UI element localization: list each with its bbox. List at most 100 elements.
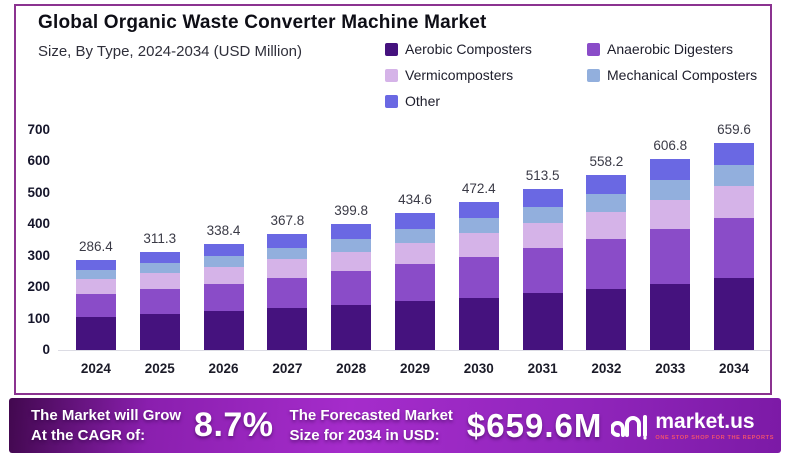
x-axis-label: 2031 bbox=[527, 361, 558, 376]
bar-stack bbox=[650, 159, 691, 350]
legend-label: Other bbox=[405, 93, 441, 109]
bar-segment bbox=[650, 159, 691, 181]
bar-segment bbox=[267, 234, 308, 248]
legend-swatch-icon bbox=[385, 42, 398, 56]
bar-slot: 558.2 bbox=[575, 130, 639, 350]
brand-name: market.us bbox=[655, 409, 755, 433]
market-us-logo-icon bbox=[611, 414, 648, 440]
bar-segment bbox=[650, 180, 691, 200]
x-axis-label: 2025 bbox=[144, 361, 175, 376]
x-axis-label: 2032 bbox=[591, 361, 622, 376]
legend-item: Anaerobic Digesters bbox=[587, 41, 757, 57]
bar-segment bbox=[714, 165, 755, 187]
bar-segment bbox=[586, 288, 627, 350]
bar-segment bbox=[650, 229, 691, 284]
bar-segment bbox=[139, 263, 180, 274]
bar-segment bbox=[458, 256, 499, 298]
bar-segment bbox=[714, 186, 755, 218]
bar-segment bbox=[267, 277, 308, 309]
bar-slot: 472.4 bbox=[447, 130, 511, 350]
footer-banner: The Market will Grow At the CAGR of: 8.7… bbox=[9, 398, 781, 453]
bar-segment bbox=[331, 238, 372, 252]
bar-stack bbox=[75, 260, 116, 350]
legend-swatch-icon bbox=[385, 68, 398, 82]
bar-segment bbox=[394, 213, 435, 229]
y-tick-label: 100 bbox=[27, 310, 50, 326]
bar-segment bbox=[203, 255, 244, 267]
x-axis-label: 2033 bbox=[655, 361, 686, 376]
bar-slot: 606.8 bbox=[638, 130, 702, 350]
bar-segment bbox=[331, 271, 372, 305]
bar-segment bbox=[586, 211, 627, 240]
bar-segment bbox=[586, 193, 627, 212]
legend-label: Vermicomposters bbox=[405, 67, 514, 83]
bar-total-label: 659.6 bbox=[717, 121, 751, 137]
bar-stack bbox=[458, 201, 499, 350]
bar-stack bbox=[267, 234, 308, 350]
bar-stack bbox=[714, 142, 755, 350]
brand-tagline: ONE STOP SHOP FOR THE REPORTS bbox=[655, 434, 775, 441]
bar-segment bbox=[650, 283, 691, 350]
legend-label: Aerobic Composters bbox=[405, 41, 532, 57]
bar-stack bbox=[586, 174, 627, 350]
bar-total-label: 311.3 bbox=[143, 231, 177, 247]
legend-swatch-icon bbox=[385, 94, 398, 108]
bar-segment bbox=[75, 260, 116, 271]
bar-segment bbox=[650, 199, 691, 230]
bar-segment bbox=[586, 239, 627, 289]
bar-segment bbox=[458, 201, 499, 219]
bar-segment bbox=[586, 174, 627, 194]
bar-segment bbox=[139, 273, 180, 289]
x-axis-label: 2030 bbox=[463, 361, 494, 376]
bar-segment bbox=[522, 223, 563, 249]
bar-slot: 399.8 bbox=[319, 130, 383, 350]
page-subtitle: Size, By Type, 2024-2034 (USD Million) bbox=[38, 43, 303, 60]
x-axis-label: 2024 bbox=[80, 361, 111, 376]
bar-segment bbox=[714, 142, 755, 166]
bar-total-label: 399.8 bbox=[334, 203, 369, 219]
bar-segment bbox=[267, 308, 308, 350]
bar-segment bbox=[331, 304, 372, 350]
bar-segment bbox=[203, 311, 244, 350]
y-tick-label: 600 bbox=[27, 153, 50, 169]
bar-segment bbox=[267, 247, 308, 260]
bar-segment bbox=[139, 289, 180, 314]
y-tick-label: 700 bbox=[27, 122, 50, 137]
cagr-value: 8.7% bbox=[194, 406, 274, 444]
bar-segment bbox=[394, 301, 435, 350]
bar-total-label: 513.5 bbox=[525, 167, 560, 183]
bar-segment bbox=[267, 259, 308, 278]
y-tick-label: 0 bbox=[42, 342, 50, 357]
bar-slot: 311.3 bbox=[128, 130, 192, 350]
x-axis-baseline bbox=[58, 350, 770, 351]
bar-slot: 367.8 bbox=[255, 130, 319, 350]
bar-stack bbox=[394, 213, 435, 350]
bar-total-label: 472.4 bbox=[461, 180, 496, 196]
bar-slot: 434.6 bbox=[383, 130, 447, 350]
bar-segment bbox=[522, 248, 563, 294]
bar-segment bbox=[458, 233, 499, 257]
bar-stack bbox=[139, 252, 180, 350]
bar-segment bbox=[394, 228, 435, 243]
bar-segment bbox=[331, 251, 372, 272]
bar-slot: 338.4 bbox=[192, 130, 256, 350]
brand-text: market.us ONE STOP SHOP FOR THE REPORTS bbox=[655, 411, 774, 441]
bar-total-label: 338.4 bbox=[206, 222, 241, 238]
legend-item: Vermicomposters bbox=[385, 67, 585, 83]
x-axis-label: 2026 bbox=[208, 361, 239, 376]
bar-segment bbox=[203, 283, 244, 312]
bar-segment bbox=[203, 266, 244, 284]
bar-segment bbox=[458, 218, 499, 234]
legend-label: Mechanical Composters bbox=[607, 67, 758, 83]
cagr-label: The Market will Grow At the CAGR of: bbox=[31, 407, 182, 444]
y-tick-label: 200 bbox=[27, 279, 50, 295]
legend-item: Other bbox=[385, 93, 585, 109]
bar-segment bbox=[75, 279, 116, 295]
bar-segment bbox=[331, 224, 372, 239]
bar-segment bbox=[522, 188, 563, 207]
bar-slot: 286.4 bbox=[64, 130, 128, 350]
x-axis-label: 2028 bbox=[336, 361, 367, 376]
forecast-value: $659.6M bbox=[466, 406, 603, 444]
y-tick-label: 500 bbox=[27, 184, 50, 200]
bar-total-label: 367.8 bbox=[270, 213, 305, 229]
